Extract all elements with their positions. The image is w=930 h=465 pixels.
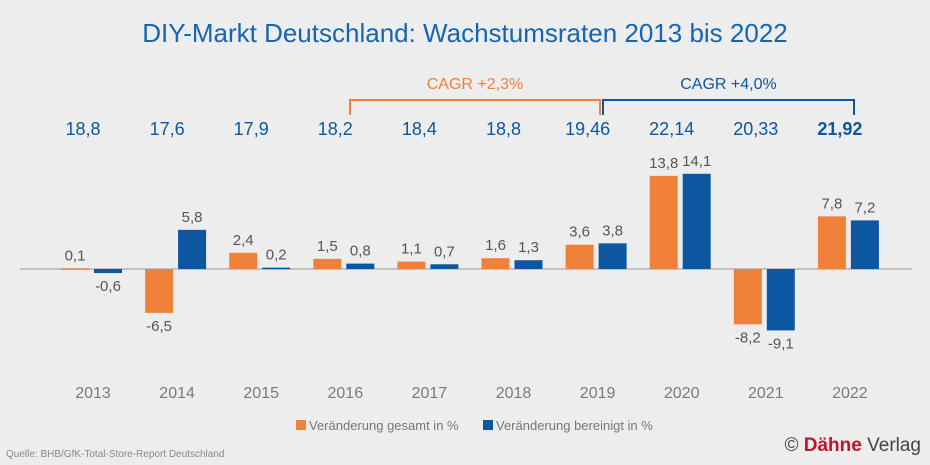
data-label: -6,5 bbox=[146, 318, 172, 335]
legend-label-gesamt: Veränderung gesamt in % bbox=[309, 418, 459, 433]
bar-gesamt bbox=[229, 252, 258, 269]
total-value-label: 17,9 bbox=[234, 119, 269, 139]
x-tick-label: 2020 bbox=[664, 385, 700, 402]
chart-title: DIY-Markt Deutschland: Wachstumsraten 20… bbox=[142, 18, 788, 48]
data-label: -0,6 bbox=[95, 278, 121, 295]
bar-bereinigt bbox=[850, 220, 879, 269]
bar-gesamt bbox=[565, 244, 594, 269]
data-label: 3,6 bbox=[569, 224, 590, 241]
total-value-label: 17,6 bbox=[150, 119, 185, 139]
data-label: 1,6 bbox=[485, 237, 506, 254]
data-label: 0,1 bbox=[65, 247, 86, 264]
bar-gesamt bbox=[733, 269, 762, 325]
data-label: 1,5 bbox=[317, 238, 338, 255]
x-tick-label: 2014 bbox=[159, 385, 195, 402]
copyright-logo: © Dähne Verlag bbox=[784, 435, 921, 456]
bar-bereinigt bbox=[598, 243, 627, 269]
data-label: 7,2 bbox=[854, 199, 875, 216]
bar-bereinigt bbox=[514, 260, 543, 269]
x-tick-label: 2016 bbox=[328, 385, 364, 402]
cagr-bracket bbox=[602, 99, 855, 115]
bar-bereinigt bbox=[346, 263, 375, 269]
x-tick-label: 2018 bbox=[496, 385, 532, 402]
legend-swatch-bereinigt bbox=[483, 420, 493, 430]
bar-gesamt bbox=[649, 175, 678, 269]
data-label: -8,2 bbox=[735, 329, 761, 346]
data-label: 5,8 bbox=[182, 209, 203, 226]
total-value-label: 18,8 bbox=[486, 119, 521, 139]
bar-gesamt bbox=[397, 261, 426, 269]
cagr-label: CAGR +2,3% bbox=[427, 76, 523, 93]
total-value-label: 21,92 bbox=[817, 119, 862, 139]
data-label: 13,8 bbox=[649, 155, 678, 172]
x-tick-label: 2021 bbox=[748, 385, 784, 402]
cagr-label: CAGR +4,0% bbox=[680, 76, 776, 93]
bar-gesamt bbox=[817, 216, 846, 269]
bar-bereinigt bbox=[262, 267, 291, 270]
data-label: 2,4 bbox=[233, 232, 254, 249]
bar-bereinigt bbox=[430, 264, 459, 269]
source-note: Quelle: BHB/GfK-Total-Store-Report Deuts… bbox=[6, 449, 224, 460]
total-value-label: 20,33 bbox=[733, 119, 778, 139]
bar-bereinigt bbox=[94, 269, 122, 274]
data-label: -9,1 bbox=[768, 335, 794, 352]
x-tick-label: 2017 bbox=[412, 385, 448, 402]
data-label: 1,3 bbox=[518, 239, 539, 256]
total-value-label: 18,8 bbox=[65, 119, 100, 139]
cagr-bracket bbox=[349, 99, 601, 115]
bar-gesamt bbox=[61, 268, 89, 270]
x-tick-label: 2022 bbox=[832, 385, 868, 402]
total-value-label: 18,2 bbox=[318, 119, 353, 139]
total-value-label: 19,46 bbox=[565, 119, 610, 139]
total-value-label: 22,14 bbox=[649, 119, 694, 139]
bar-gesamt bbox=[481, 258, 510, 269]
data-label: 3,8 bbox=[602, 222, 623, 239]
bar-gesamt bbox=[313, 258, 342, 269]
legend-swatch-gesamt bbox=[296, 420, 306, 430]
data-label: 0,2 bbox=[266, 247, 287, 264]
bar-bereinigt bbox=[682, 173, 711, 269]
x-tick-label: 2015 bbox=[243, 385, 279, 402]
data-label: 14,1 bbox=[682, 153, 711, 170]
x-tick-label: 2013 bbox=[75, 385, 111, 402]
data-label: 7,8 bbox=[821, 195, 842, 212]
bar-bereinigt bbox=[766, 269, 795, 331]
legend-label-bereinigt: Veränderung bereinigt in % bbox=[496, 418, 653, 433]
total-value-label: 18,4 bbox=[402, 119, 437, 139]
bar-gesamt bbox=[145, 269, 174, 313]
x-tick-label: 2019 bbox=[580, 385, 616, 402]
data-label: 0,7 bbox=[434, 243, 455, 260]
bar-bereinigt bbox=[178, 229, 207, 269]
data-label: 0,8 bbox=[350, 243, 371, 260]
data-label: 1,1 bbox=[401, 241, 422, 258]
